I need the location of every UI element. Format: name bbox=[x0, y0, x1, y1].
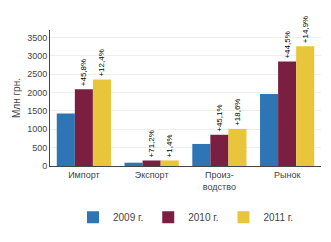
svg-text:+45,8%: +45,8% bbox=[79, 59, 88, 86]
svg-text:Экспорт: Экспорт bbox=[135, 170, 169, 180]
svg-text:Произ-водство: Произ-водство bbox=[203, 170, 236, 192]
svg-text:500: 500 bbox=[32, 143, 47, 153]
svg-text:Млн грн.: Млн грн. bbox=[11, 78, 22, 118]
svg-text:2500: 2500 bbox=[27, 69, 47, 79]
svg-text:3000: 3000 bbox=[27, 51, 47, 61]
svg-text:+45,1%: +45,1% bbox=[215, 104, 224, 131]
svg-text:3500: 3500 bbox=[27, 33, 47, 43]
svg-text:+12,4%: +12,4% bbox=[97, 49, 106, 76]
svg-text:2000: 2000 bbox=[27, 88, 47, 98]
svg-text:+44,5%: +44,5% bbox=[283, 31, 292, 58]
svg-text:+14,9%: +14,9% bbox=[301, 16, 310, 43]
svg-text:+1,4%: +1,4% bbox=[165, 135, 174, 158]
svg-text:+18,6%: +18,6% bbox=[233, 99, 242, 126]
svg-text:1500: 1500 bbox=[27, 106, 47, 116]
svg-text:2009 г.: 2009 г. bbox=[113, 212, 143, 223]
svg-text:2011 г.: 2011 г. bbox=[263, 212, 293, 223]
svg-text:0: 0 bbox=[42, 161, 47, 171]
svg-text:+71,2%: +71,2% bbox=[147, 130, 156, 157]
svg-text:2010 г.: 2010 г. bbox=[188, 212, 218, 223]
svg-text:Импорт: Импорт bbox=[68, 170, 99, 180]
svg-text:1000: 1000 bbox=[27, 124, 47, 134]
svg-text:Рынок: Рынок bbox=[274, 170, 300, 180]
